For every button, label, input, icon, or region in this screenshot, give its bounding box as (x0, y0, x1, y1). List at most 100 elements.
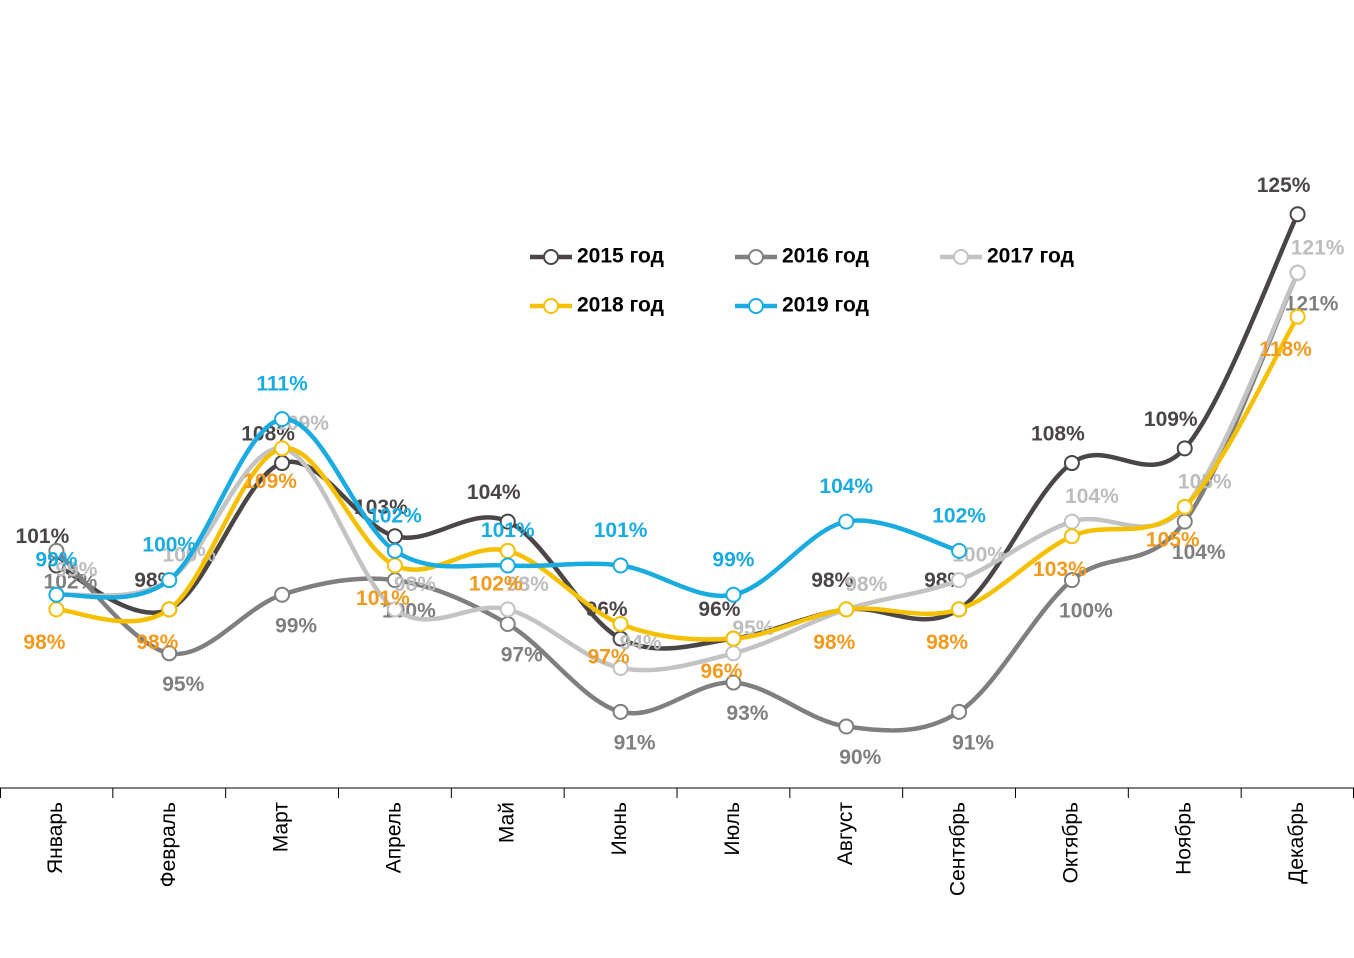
data-point (161, 572, 178, 589)
data-label: 97% (588, 646, 630, 669)
x-tick-label: Июль (721, 802, 744, 856)
data-label: 98% (811, 569, 853, 592)
data-label: 125% (1257, 174, 1311, 197)
data-label: 109% (1144, 408, 1198, 431)
data-label: 104% (819, 475, 873, 498)
data-point (612, 703, 629, 720)
data-label: 108% (1031, 423, 1085, 446)
data-point (499, 616, 516, 633)
x-tick-label: Январь (44, 802, 67, 874)
data-point (951, 542, 968, 559)
data-label: 97% (501, 644, 543, 667)
data-point (725, 645, 742, 662)
data-label: 98% (394, 573, 436, 596)
data-point (612, 616, 629, 633)
data-point (951, 601, 968, 618)
data-label: 91% (952, 731, 994, 754)
data-label: 95% (162, 673, 204, 696)
data-point (951, 572, 968, 589)
data-point (1063, 572, 1080, 589)
data-label: 98% (813, 631, 855, 654)
data-label: 121% (1291, 236, 1345, 259)
series (56, 315, 1300, 642)
data-label: 101% (481, 519, 535, 542)
data-point (48, 586, 65, 603)
legend-label: 2019 год (782, 294, 869, 317)
data-label: 96% (586, 598, 628, 621)
legend-marker (748, 298, 764, 314)
data-point (838, 601, 855, 618)
x-tick-label: Сентябрь (947, 802, 970, 896)
data-label: 96% (698, 598, 740, 621)
data-point (48, 601, 65, 618)
data-point (1176, 498, 1193, 515)
series (56, 416, 960, 600)
legend-marker (748, 249, 764, 265)
data-point (48, 542, 65, 559)
data-point (725, 586, 742, 603)
data-point (274, 411, 291, 428)
series-line (56, 271, 1300, 673)
data-label: 91% (614, 731, 656, 754)
data-point (386, 601, 403, 618)
data-label: 105% (1146, 528, 1200, 551)
data-point (1176, 513, 1193, 530)
x-tick-label: Май (495, 802, 518, 843)
data-point (161, 601, 178, 618)
data-label: 101% (16, 525, 70, 548)
data-label: 94% (620, 631, 662, 654)
data-point (612, 557, 629, 574)
data-label: 99% (55, 558, 97, 581)
data-point (1063, 455, 1080, 472)
data-label: 118% (1259, 338, 1312, 361)
x-tick-label: Декабрь (1285, 802, 1308, 884)
data-point (499, 542, 516, 559)
data-label: 99% (275, 614, 317, 637)
legend-marker (543, 298, 559, 314)
data-point (1176, 440, 1193, 457)
data-label: 103% (1033, 558, 1087, 581)
series (55, 213, 1300, 651)
data-point (951, 703, 968, 720)
data-point (499, 513, 516, 530)
data-label: 101% (356, 587, 410, 610)
x-tick-label: Февраль (157, 802, 180, 887)
data-label: 93% (726, 702, 768, 725)
series-line (54, 271, 1300, 733)
data-point (838, 718, 855, 735)
data-label: 109% (243, 470, 297, 493)
data-point (274, 440, 291, 457)
data-point (499, 557, 516, 574)
data-point (274, 586, 291, 603)
data-point (386, 542, 403, 559)
x-tick-label: Июнь (608, 802, 631, 855)
series-line (56, 315, 1300, 642)
data-point (499, 601, 516, 618)
data-point (386, 557, 403, 574)
data-label: 104% (1172, 541, 1226, 564)
x-tick-label: Март (270, 802, 293, 853)
legend-marker (953, 249, 969, 265)
series-line (55, 213, 1300, 651)
data-label: 104% (467, 481, 521, 504)
data-label: 99% (35, 548, 77, 571)
data-label: 103% (354, 496, 408, 519)
x-tick-label: Октябрь (1059, 802, 1082, 883)
data-label: 100% (1059, 600, 1113, 623)
data-label: 98% (926, 631, 968, 654)
legend-label: 2017 год (987, 245, 1074, 268)
data-label: 98% (507, 573, 549, 596)
data-label: 99% (712, 548, 754, 571)
x-tick-label: Апрель (382, 802, 405, 873)
data-point (1289, 264, 1306, 281)
data-label: 96% (700, 660, 742, 683)
series-line (56, 416, 960, 600)
data-point (386, 528, 403, 545)
data-label: 98% (23, 631, 65, 654)
legend-label: 2016 год (782, 245, 869, 268)
data-point (1289, 308, 1306, 325)
data-label: 101% (594, 519, 648, 542)
series (56, 271, 1300, 673)
x-tick-label: Август (834, 802, 857, 866)
legend-label: 2018 год (577, 294, 664, 317)
